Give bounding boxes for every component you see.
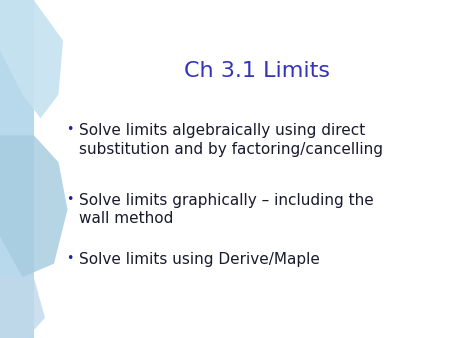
Text: •: • <box>66 193 73 206</box>
Text: Solve limits graphically – including the
wall method: Solve limits graphically – including the… <box>79 193 374 226</box>
Text: Solve limits using Derive/Maple: Solve limits using Derive/Maple <box>79 252 320 267</box>
Polygon shape <box>0 0 63 118</box>
Text: Solve limits algebraically using direct
substitution and by factoring/cancelling: Solve limits algebraically using direct … <box>79 123 383 157</box>
Text: •: • <box>66 123 73 136</box>
Text: Ch 3.1 Limits: Ch 3.1 Limits <box>184 61 329 81</box>
Text: •: • <box>66 252 73 265</box>
Polygon shape <box>0 135 68 277</box>
Polygon shape <box>0 277 45 338</box>
FancyBboxPatch shape <box>0 0 34 338</box>
